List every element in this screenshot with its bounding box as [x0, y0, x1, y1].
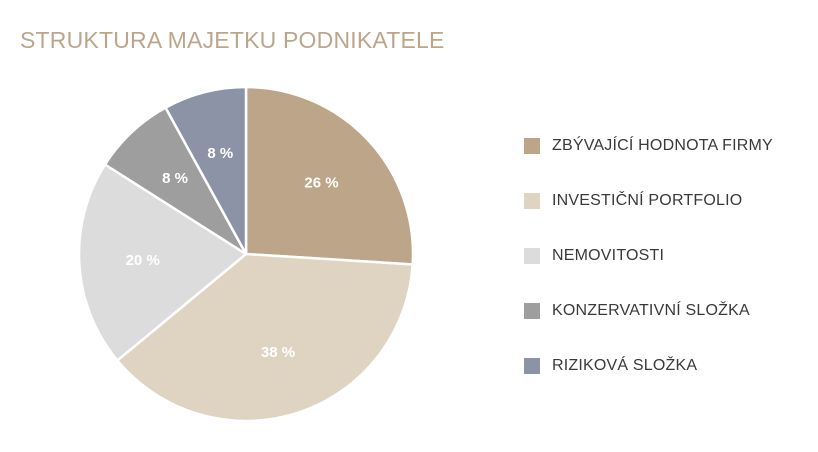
legend-item: NEMOVITOSTI — [524, 246, 773, 266]
pie-slice-value-label: 26 % — [304, 175, 338, 192]
pie-slice-value-label: 38 % — [261, 344, 295, 361]
pie-slice — [116, 252, 414, 423]
legend-swatch — [524, 248, 540, 264]
legend-item: RIZIKOVÁ SLOŽKA — [524, 356, 773, 376]
pie-slice — [77, 163, 248, 362]
legend-label: RIZIKOVÁ SLOŽKA — [552, 357, 698, 374]
pie-slice-value-label: 20 % — [126, 252, 160, 269]
legend-item: ZBÝVAJÍCÍ HODNOTA FIRMY — [524, 136, 773, 156]
legend-swatch — [524, 303, 540, 319]
legend-swatch — [524, 358, 540, 374]
pie-value-labels: 26 % 38 % 20 % 8 % 8 % — [126, 145, 339, 361]
legend-label: INVESTIČNÍ PORTFOLIO — [552, 192, 743, 209]
legend-item: INVESTIČNÍ PORTFOLIO — [524, 191, 773, 211]
pie-slice-value-label: 8 % — [207, 145, 233, 162]
legend-label: NEMOVITOSTI — [552, 247, 665, 264]
pie-slices — [77, 85, 415, 423]
pie-slice — [164, 85, 248, 256]
legend-label: KONZERVATIVNÍ SLOŽKA — [552, 302, 750, 319]
chart-legend: ZBÝVAJÍCÍ HODNOTA FIRMY INVESTIČNÍ PORTF… — [524, 136, 773, 411]
legend-swatch — [524, 138, 540, 154]
legend-item: KONZERVATIVNÍ SLOŽKA — [524, 301, 773, 321]
legend-swatch — [524, 193, 540, 209]
pie-slice-value-label: 8 % — [162, 170, 188, 187]
legend-label: ZBÝVAJÍCÍ HODNOTA FIRMY — [552, 137, 773, 154]
pie-slice — [244, 85, 415, 266]
chart-title: STRUKTURA MAJETKU PODNIKATELE — [20, 27, 445, 53]
